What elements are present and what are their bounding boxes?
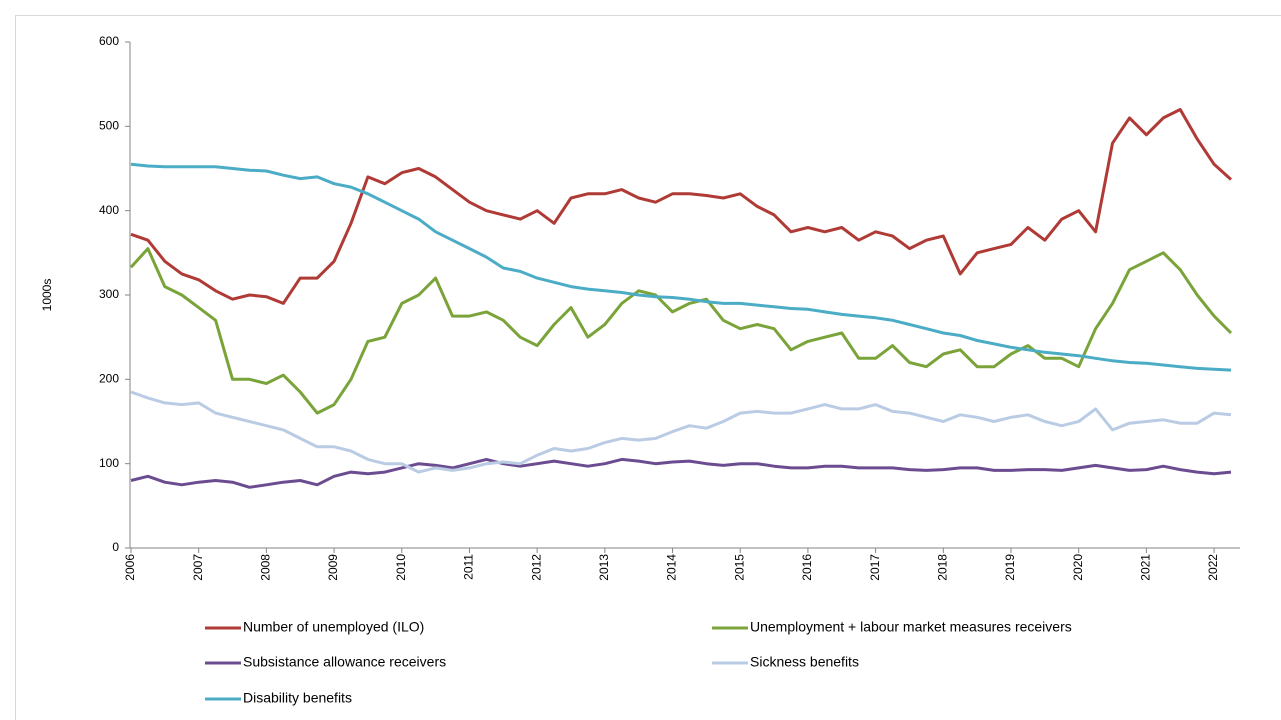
x-tick-label: 2018 [935,554,949,581]
x-tick-label: 2022 [1206,554,1220,581]
x-tick-label: 2011 [462,554,476,580]
chart-border [15,15,1281,720]
legend-label: Number of unemployed (ILO) [243,619,424,635]
x-tick-label: 2017 [868,554,882,581]
legend-label: Disability benefits [243,690,352,706]
legend-label: Unemployment + labour market measures re… [750,619,1072,635]
x-tick-label: 2015 [732,554,746,581]
y-tick-label: 300 [99,287,119,301]
series-line [129,247,1233,415]
x-tick-label: 2007 [191,554,205,581]
legend-label: Sickness benefits [750,654,859,670]
legend-label: Subsistance allowance receivers [243,654,446,670]
x-tick-label: 2008 [259,554,273,581]
x-tick-label: 2010 [394,554,408,581]
series-line [130,108,1233,305]
y-tick-label: 200 [99,372,119,386]
x-tick-label: 2014 [665,554,679,581]
y-tick-label: 0 [112,540,119,554]
series-line [130,390,1232,474]
y-tick-label: 400 [99,203,119,217]
x-tick-label: 2013 [597,554,611,581]
x-tick-label: 2016 [800,554,814,581]
x-tick-label: 2021 [1139,554,1153,581]
series-line [130,162,1232,372]
y-tick-label: 600 [99,34,119,48]
x-tick-label: 2006 [123,554,137,581]
series-line [130,457,1232,489]
y-tick-label: 100 [99,456,119,470]
x-tick-label: 2019 [1003,554,1017,581]
x-tick-label: 2012 [529,554,543,581]
y-tick-label: 500 [99,119,119,133]
x-tick-label: 2009 [326,554,340,581]
y-axis-title: 1000s [40,279,54,312]
x-tick-label: 2020 [1071,554,1085,581]
